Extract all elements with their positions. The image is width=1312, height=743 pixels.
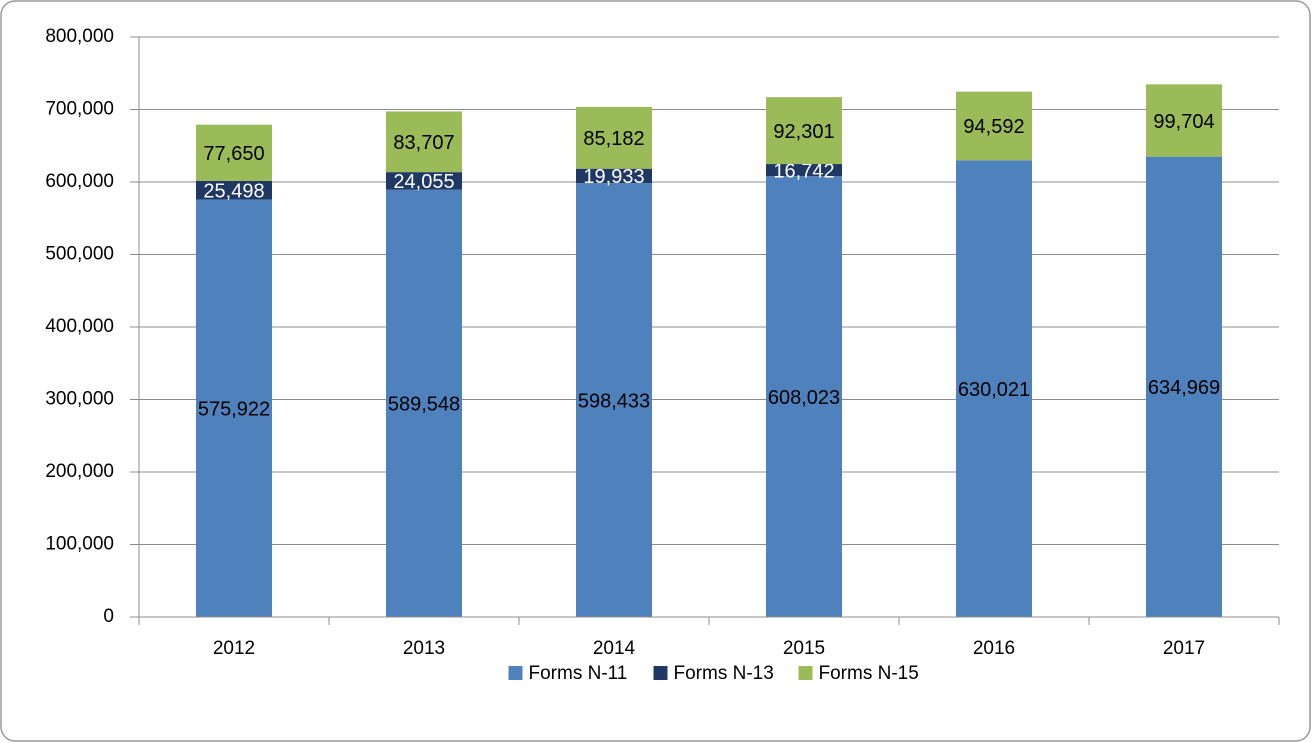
bar-segment [1146,156,1222,618]
legend-label: Forms N-15 [819,663,919,684]
x-tick-label: 2012 [213,638,255,659]
bar-segment [956,160,1032,617]
data-label: 598,433 [578,390,650,412]
legend-swatch [798,666,813,680]
bar-segment [766,176,842,617]
data-label: 19,933 [583,166,644,188]
data-label: 630,021 [958,379,1030,401]
bar-segment [576,168,652,184]
data-label: 575,922 [198,399,270,421]
legend-label: Forms N-13 [674,663,774,684]
y-tick-label: 800,000 [45,26,114,47]
bar-segment [766,164,842,177]
data-label: 589,548 [388,394,460,416]
bar-segment [386,172,462,190]
data-label: 85,182 [583,128,644,150]
y-tick-label: 400,000 [45,316,114,337]
bar-segment [766,97,842,165]
data-label: 83,707 [393,132,454,154]
x-tick-label: 2015 [783,638,825,659]
bar-segment [956,91,1032,161]
bar-segment [196,124,272,181]
data-label: 99,704 [1153,111,1214,133]
data-label: 25,498 [203,180,264,202]
data-label: 77,650 [203,143,264,165]
y-tick-label: 500,000 [45,244,114,265]
bar-segment [196,199,272,617]
bar-segment [386,189,462,617]
bar-segment [1146,84,1222,157]
bar-segment [576,183,652,617]
y-tick-label: 100,000 [45,534,114,555]
bar-segment [196,180,272,200]
x-tick-label: 2016 [973,638,1015,659]
y-tick-label: 300,000 [45,389,114,410]
legend-swatch [508,666,523,680]
data-label: 16,742 [773,160,834,182]
x-tick-label: 2017 [1163,638,1205,659]
bar-segment [386,111,462,173]
legend-label: Forms N-11 [529,663,628,684]
data-label: 94,592 [963,116,1024,138]
y-tick-label: 0 [103,606,114,627]
data-label: 608,023 [768,387,840,409]
bar-segment [576,106,652,169]
x-tick-label: 2014 [593,638,636,659]
y-tick-label: 700,000 [45,99,114,120]
legend-swatch [653,666,668,680]
data-label: 92,301 [773,121,834,143]
y-tick-label: 200,000 [45,461,114,482]
y-tick-label: 600,000 [45,171,114,192]
x-tick-label: 2013 [403,638,445,659]
data-label: 24,055 [393,171,454,193]
data-label: 634,969 [1148,377,1220,399]
